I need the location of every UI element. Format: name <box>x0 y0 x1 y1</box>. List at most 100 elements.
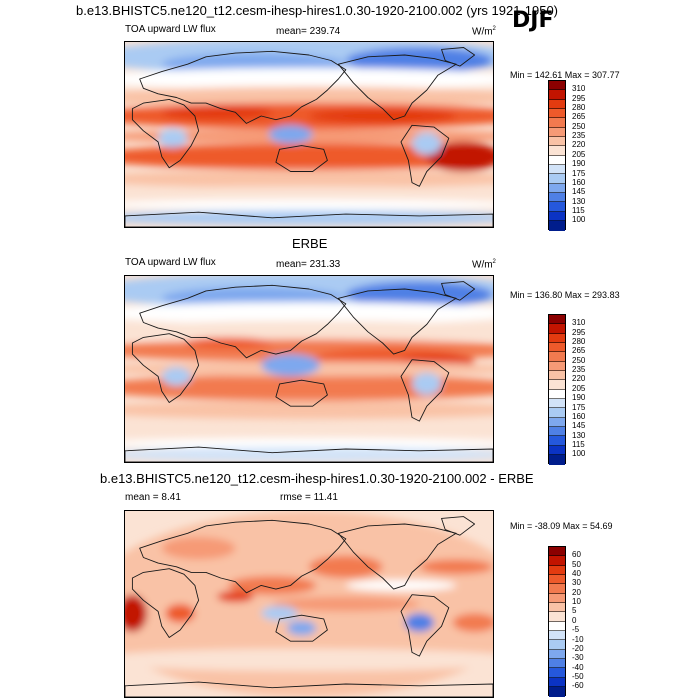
colorbar-tick-label: 0 <box>572 615 577 625</box>
field-region <box>125 169 493 189</box>
field-region <box>125 421 493 436</box>
colorbar-swatch <box>549 584 565 594</box>
colorbar-swatch <box>549 380 565 390</box>
panel2-units-label: W/m2 <box>472 259 496 271</box>
field-region <box>125 374 493 401</box>
field-region <box>158 128 188 148</box>
colorbar-swatch <box>549 90 565 100</box>
field-region <box>125 199 493 211</box>
colorbar-swatch <box>549 408 565 418</box>
field-region <box>125 210 493 226</box>
field-region <box>161 104 273 120</box>
map-field <box>125 511 493 697</box>
field-region <box>404 613 435 632</box>
colorbar-swatch <box>549 556 565 566</box>
coastline <box>337 288 457 355</box>
colorbar-tick-label: 100 <box>572 215 586 225</box>
panel3-mean-label: mean = 8.41 <box>125 492 181 503</box>
field-region <box>125 594 148 632</box>
colorbar-swatch <box>549 155 565 166</box>
colorbar-tick-label: 130 <box>572 196 586 206</box>
coastline <box>139 519 347 594</box>
field-region <box>261 354 321 377</box>
field-region <box>161 367 192 386</box>
colorbar-tick-label: 295 <box>572 327 586 337</box>
field-region <box>412 132 442 155</box>
colorbar-tick-label: 20 <box>572 587 581 597</box>
colorbar-tick-label: 145 <box>572 187 586 197</box>
field-region <box>165 604 195 623</box>
field-region <box>272 596 420 612</box>
colorbar-swatch <box>549 352 565 362</box>
coastline <box>125 211 493 227</box>
field-region <box>426 141 493 172</box>
colorbar-tick-label: 175 <box>572 402 586 412</box>
colorbar-swatch <box>549 109 565 119</box>
colorbar-tick-label: -50 <box>572 671 584 681</box>
colorbar-tick-label: 310 <box>572 318 586 328</box>
panel2-variable-label: TOA upward LW flux <box>125 257 216 268</box>
colorbar-swatch <box>549 677 565 688</box>
field-region <box>268 125 313 144</box>
coastline <box>337 523 457 590</box>
colorbar-tick-label: 205 <box>572 383 586 393</box>
colorbar-tick-label: 310 <box>572 84 586 94</box>
colorbar-tick-label: 130 <box>572 430 586 440</box>
field-region <box>125 648 493 671</box>
panel1-variable-label: TOA upward LW flux <box>125 24 216 35</box>
coastline <box>125 681 493 697</box>
field-region <box>228 576 317 595</box>
coastline <box>131 333 200 403</box>
colorbar-tick-label: 160 <box>572 411 586 421</box>
colorbar-swatch <box>549 649 565 660</box>
colorbar-swatch <box>549 333 565 344</box>
colorbar-tick-label: 280 <box>572 337 586 347</box>
coastline <box>400 359 450 422</box>
colorbar-tick-label: -30 <box>572 653 584 663</box>
colorbar-swatch <box>549 202 565 212</box>
colorbar-tick-label: -5 <box>572 625 580 635</box>
panel2-map <box>124 275 494 463</box>
colorbar-swatch <box>549 668 565 678</box>
field-region <box>345 281 493 308</box>
colorbar-tick-label: 115 <box>572 205 585 215</box>
season-label: DJF <box>512 8 554 33</box>
colorbar-swatch <box>549 427 565 437</box>
colorbar-swatch <box>549 315 565 325</box>
colorbar-swatch <box>549 621 565 632</box>
colorbar-tick-label: 190 <box>572 159 586 169</box>
coastline <box>131 568 200 638</box>
colorbar-tick-label: 220 <box>572 374 586 384</box>
panel3-minmax: Min = -38.09 Max = 54.69 <box>510 521 613 531</box>
panel1-minmax: Min = 142.61 Max = 307.77 <box>510 70 620 80</box>
colorbar-swatch <box>549 343 565 353</box>
field-region <box>309 555 383 578</box>
colorbar-tick-label: 115 <box>572 439 585 449</box>
colorbar-swatch <box>549 389 565 400</box>
coastline <box>400 594 450 657</box>
panel3-rmse-label: rmse = 11.41 <box>280 492 338 503</box>
field-region <box>125 302 493 325</box>
field-region <box>412 372 442 396</box>
colorbar-swatch <box>549 687 565 697</box>
colorbar-tick-label: 220 <box>572 140 586 150</box>
field-region <box>286 620 317 636</box>
colorbar-tick-label: 10 <box>572 597 581 607</box>
panel1-map <box>124 41 494 228</box>
colorbar-swatch <box>549 417 565 428</box>
colorbar-swatch <box>549 361 565 372</box>
panel2-minmax: Min = 136.80 Max = 293.83 <box>510 290 620 300</box>
panel2-title: ERBE <box>292 236 328 251</box>
colorbar-tick-label: 50 <box>572 559 581 569</box>
field-region <box>309 108 457 124</box>
colorbar-swatch <box>549 640 565 650</box>
panel1-mean-label: mean= 239.74 <box>276 26 341 37</box>
colorbar-swatch <box>549 371 565 381</box>
field-region <box>345 579 457 591</box>
coastline <box>441 516 476 536</box>
colorbar-swatch <box>549 547 565 557</box>
colorbar-swatch <box>549 399 565 409</box>
colorbar-tick-label: 250 <box>572 355 586 365</box>
colorbar-tick-label: 60 <box>572 550 581 560</box>
colorbar-tick-label: 30 <box>572 578 581 588</box>
